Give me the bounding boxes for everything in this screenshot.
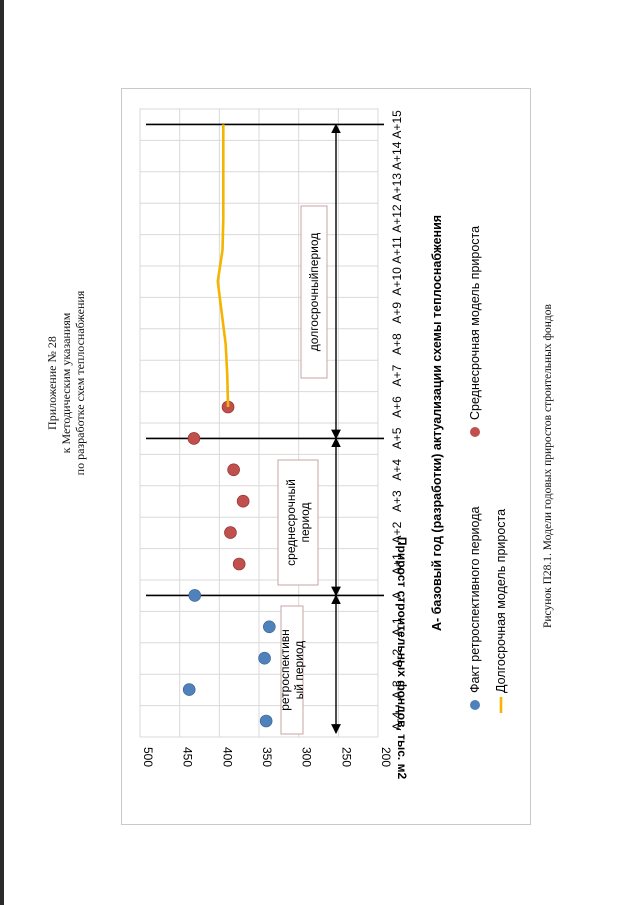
value-tick-label: 400	[220, 747, 234, 767]
category-tick-label: А+2	[390, 521, 404, 543]
y-axis-label: Прирост строительных фондов, тыс. м2	[395, 537, 409, 780]
mid-term-model-point	[227, 463, 240, 477]
period-label-line: ретроспективн	[278, 629, 292, 711]
period-label-box	[277, 459, 319, 586]
period-label-line: период	[298, 503, 312, 543]
category-tick-label: А+6	[390, 396, 404, 418]
period-label: среднесрочныйпериод	[284, 479, 312, 566]
retrospective-fact-point	[258, 651, 271, 665]
period-label-line: долгосрочныйпериод	[307, 233, 321, 351]
period-label-box	[280, 605, 304, 735]
period-label: долгосрочныйпериод	[307, 233, 321, 351]
category-tick-label: А+15	[390, 110, 404, 139]
legend-label: Среднесрочная модель прироста	[468, 226, 482, 420]
period-markers: ретроспективный период среднесрочныйперио…	[146, 123, 384, 735]
mid-term-model-point	[232, 557, 246, 571]
period-label-line: среднесрочный	[284, 479, 298, 566]
value-tick-label: 500	[141, 747, 155, 767]
legend-label: Долгосрочная модель прироста	[494, 509, 508, 693]
figure-caption: Рисунок П28.1. Модели годовых приростов …	[542, 304, 554, 628]
x-axis-label: А- базовый год (разработки) актуализации…	[430, 215, 444, 631]
period-label-line: ый период	[292, 641, 306, 700]
period-label-box	[300, 205, 328, 379]
category-tick-label: А+1	[390, 553, 404, 575]
retrospective-fact-point	[263, 620, 276, 634]
category-tick-label: А+11	[390, 236, 404, 264]
category-tick-label: А	[390, 591, 404, 599]
legend-marker	[470, 700, 480, 710]
mid-term-model-point	[236, 494, 250, 508]
category-tick-label: А+3	[390, 490, 404, 512]
value-tick-label: 300	[300, 747, 314, 767]
category-tick-label: А-3	[390, 680, 404, 699]
category-tick-label: А-2	[390, 649, 404, 668]
data-marks	[182, 124, 276, 728]
legend: Факт ретроспективного периода Среднесрочн…	[468, 226, 508, 713]
category-tick-label: А+4	[390, 459, 404, 481]
period-label: ретроспективный период	[278, 629, 306, 711]
retrospective-fact-point	[188, 589, 202, 602]
legend-label: Факт ретроспективного периода	[468, 507, 482, 693]
scan-edge	[0, 0, 4, 905]
chart-frame	[121, 88, 531, 825]
category-tick-label: А+12	[390, 204, 404, 233]
category-tick-label: А+5	[390, 427, 404, 449]
category-tick-label: А-4	[390, 711, 404, 730]
category-tick-label: А+8	[390, 333, 404, 355]
legend-marker	[470, 427, 480, 437]
category-tick-label: А+14	[390, 141, 404, 170]
category-tick-label: А+10	[390, 267, 404, 296]
value-tick-label: 250	[339, 747, 353, 767]
tick-labels: 200 250 300 350 400 450 500 А-4 А-3 А-2 А-1 А А+1 А+2…	[141, 110, 404, 767]
value-tick-label: 350	[260, 747, 274, 767]
mid-term-model-point	[187, 432, 201, 445]
category-tick-label: А-1	[390, 617, 404, 636]
value-tick-label: 450	[181, 747, 195, 767]
mid-term-model-point	[224, 526, 237, 539]
category-tick-label: А+13	[390, 173, 404, 202]
value-tick-label: 200	[379, 747, 393, 767]
category-tick-label: А+9	[390, 302, 404, 324]
retrospective-fact-point	[259, 714, 273, 728]
long-term-model-line	[216, 124, 230, 408]
gridlines	[139, 108, 379, 738]
category-tick-label: А+7	[390, 364, 404, 386]
retrospective-fact-point	[182, 683, 196, 696]
